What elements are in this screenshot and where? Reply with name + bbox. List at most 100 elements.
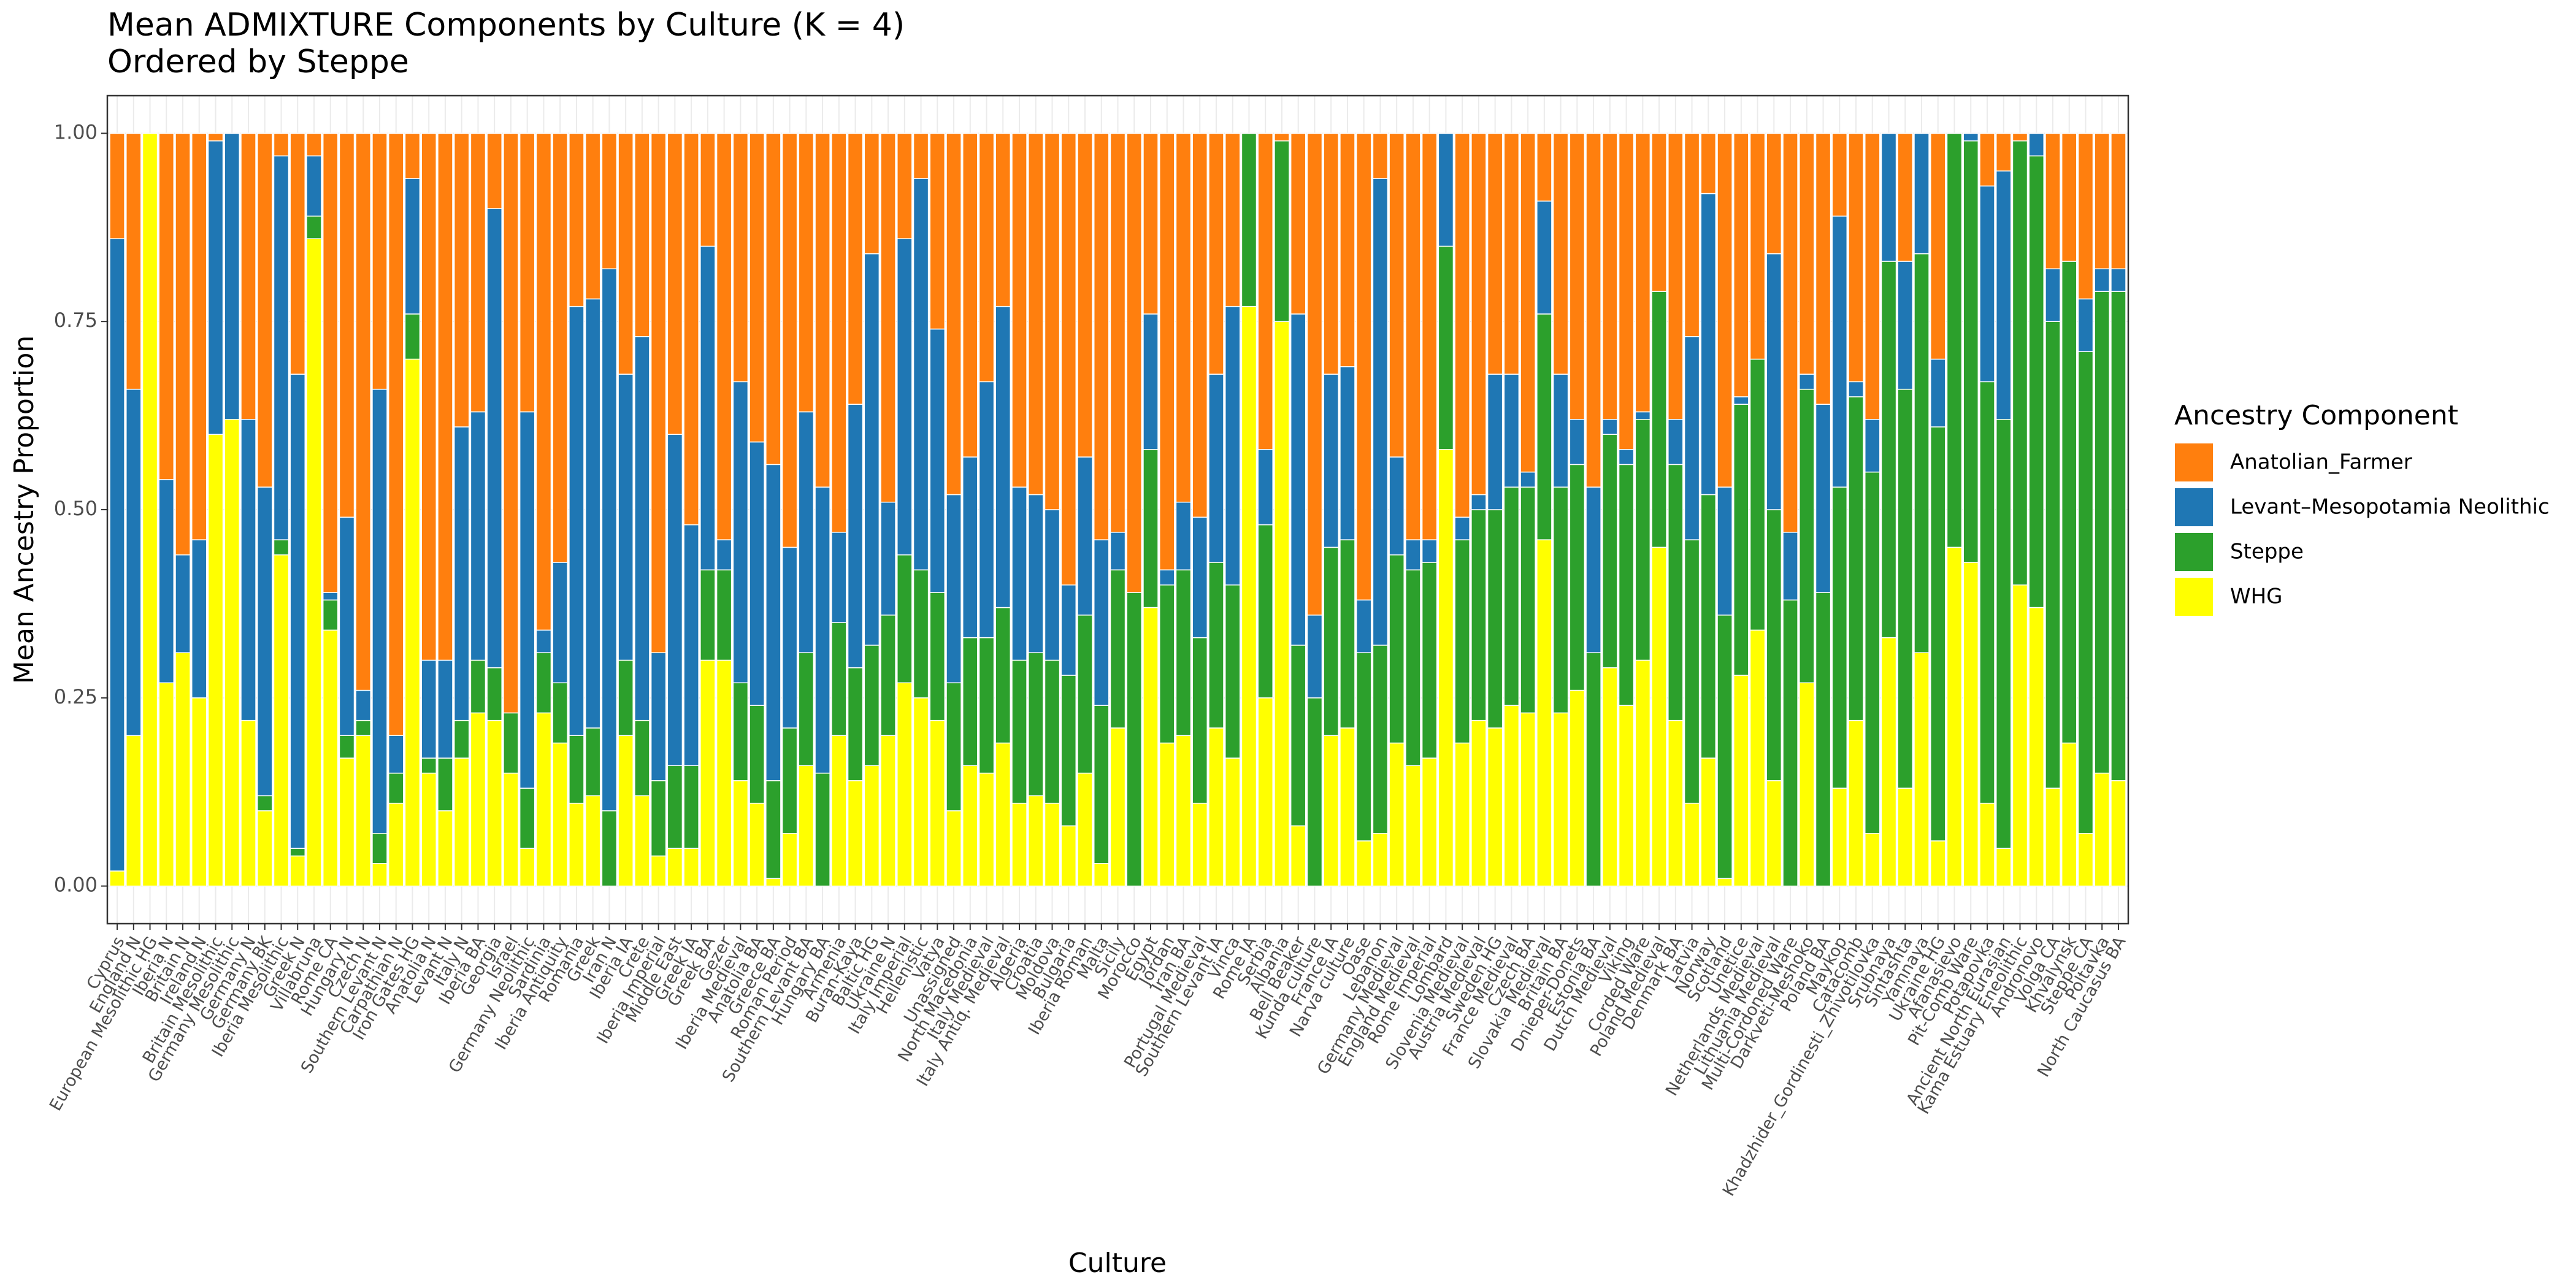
bar-segment [1848,132,1864,383]
bar-segment [1864,832,1880,887]
bar-segment [1405,765,1421,887]
bar-segment [962,132,978,458]
bar-segment [1684,335,1700,540]
bar-segment [2077,298,2094,353]
bar-segment [1192,132,1208,518]
bar-segment [1340,539,1355,729]
bar-segment [1520,132,1536,473]
bar-segment [1487,727,1503,887]
bar-segment [1635,659,1651,887]
bar-segment [1175,735,1192,887]
bar-segment [1815,592,1831,887]
bar-segment [1914,652,1930,887]
bar-segment [1241,305,1257,887]
bar-segment [1208,727,1224,887]
bar-segment [1290,645,1306,827]
bar-segment [1552,132,1569,375]
bar-segment [847,132,864,405]
bar-segment [339,757,355,887]
bar-segment [191,132,207,540]
bar-segment [273,554,289,887]
bar-segment [1749,629,1766,887]
bar-segment [1027,494,1044,653]
bar-segment [1668,464,1684,721]
bar-segment [1782,599,1798,887]
bar-segment [109,238,125,872]
bar-segment [1848,381,1864,397]
bar-segment [421,772,437,887]
bar-segment [978,132,995,383]
bar-segment [273,155,289,540]
bar-segment [1159,569,1175,586]
bar-segment [798,652,815,767]
bar-segment [1093,539,1110,706]
bar-segment [2045,268,2061,322]
bar-segment [781,727,798,834]
bar-segment [1831,788,1848,887]
bar-segment [618,374,634,661]
bar-segment [224,132,240,420]
bar-segment [1290,132,1306,315]
bar-segment [815,486,830,774]
bar-segment [1224,132,1241,307]
bar-segment [1355,599,1372,653]
legend-key [2174,442,2214,483]
bar-segment [2012,584,2028,887]
bar-segment [1093,132,1110,540]
bar-segment [1963,132,1979,142]
y-tick-label: 0.50 [54,497,98,520]
bar-segment [929,719,946,887]
bar-segment [322,599,339,631]
bar-segment [372,132,388,390]
bar-segment [404,313,421,360]
bar-segment [519,848,535,887]
bar-segment [1323,735,1339,887]
bar-segment [2061,261,2077,744]
bar-segment [880,735,896,887]
bar-segment [1405,569,1421,767]
bar-segment [1602,418,1618,435]
bar-segment [1995,848,2012,887]
bar-segment [2077,832,2094,887]
bar-segment [240,132,256,420]
bar-segment [1963,562,1979,887]
bar-segment [1684,132,1700,337]
bar-segment [683,848,699,887]
bar-segment [1749,132,1766,360]
bar-segment [1405,539,1421,570]
bar-segment [1831,215,1848,488]
bar-segment [1536,132,1552,202]
bar-segment [306,132,322,156]
bar-segment [847,667,864,781]
bar-segment [569,132,585,307]
bar-segment [355,719,372,736]
bar-segment [732,381,749,684]
bar-segment [1635,418,1651,661]
bar-segment [339,132,355,518]
bar-segment [1930,426,1946,841]
bar-segment [1143,607,1159,887]
bar-segment [1389,554,1405,744]
bar-segment [224,418,240,887]
bar-segment [1585,486,1601,653]
bar-segment [1323,132,1339,375]
bar-segment [486,208,502,669]
bar-segment [1093,705,1110,864]
bar-segment [2110,780,2126,887]
bar-segment [1274,140,1290,322]
bar-segment [1011,132,1027,488]
bar-segment [1536,539,1552,887]
bar-segment [700,245,716,570]
bar-segment [880,615,896,736]
bar-segment [289,374,306,849]
bar-segment [207,140,224,435]
bar-segment [1274,132,1290,142]
bar-segment [240,418,256,721]
bar-segment [601,810,618,887]
bar-segment [289,855,306,887]
bar-segment [1060,132,1077,586]
bar-segment [109,132,125,239]
bar-segment [372,863,388,887]
bar-segment [1224,584,1241,759]
